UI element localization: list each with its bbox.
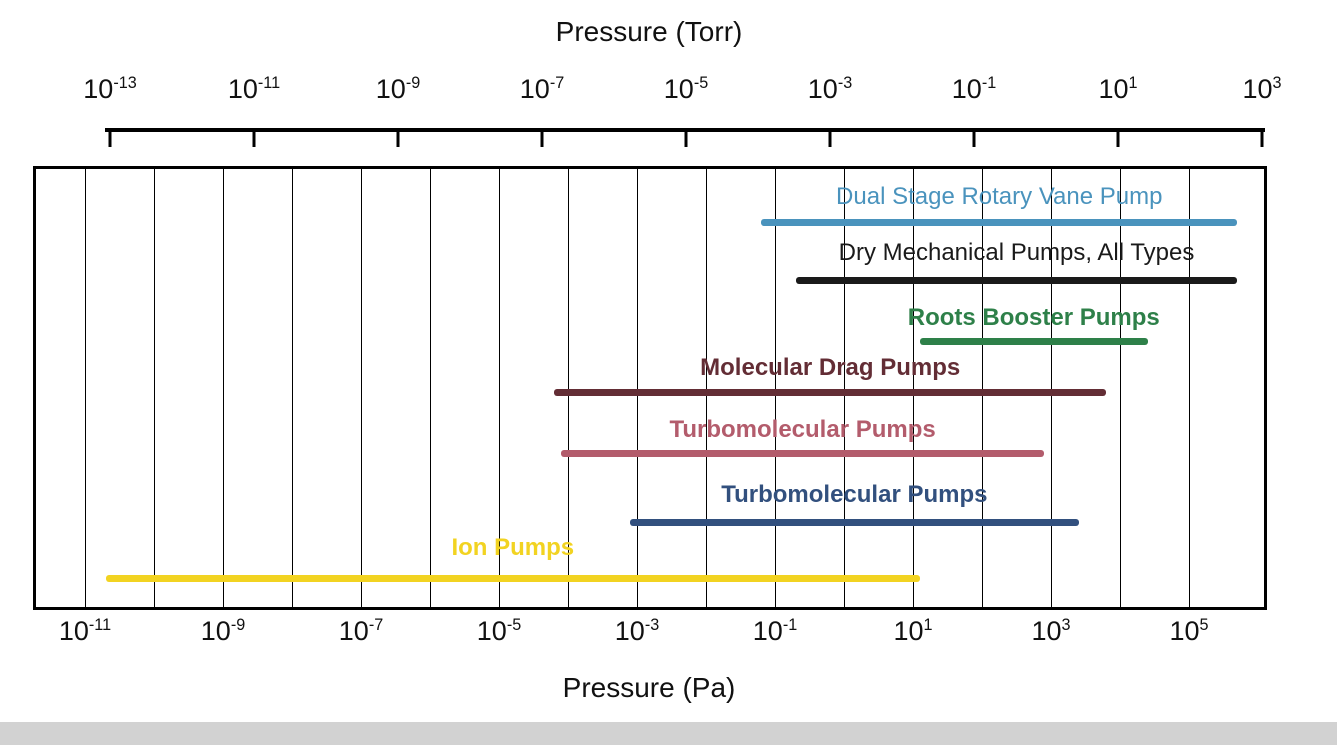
exponent: -3 [644,616,660,634]
gridline-1e1pa [913,169,914,607]
top-axis-title: Pressure (Torr) [555,16,743,47]
top-axis-tick [1260,128,1264,147]
pump-range-bar [919,337,1148,345]
bottom-axis-tick-label: 10-7 [338,616,384,646]
bottom-axis-title: Pressure (Pa) [562,672,736,703]
bottom-axis-tick-label: 10-11 [58,616,112,646]
gridline-1e-6pa [430,169,431,607]
gridline-1e3pa [1051,169,1052,607]
top-axis-tick-label: 10-11 [227,74,281,104]
pump-name-label: Dry Mechanical Pumps, All Types [838,238,1195,266]
bottom-axis-tick-label: 10-3 [614,616,660,646]
window-bottom-strip [0,722,1337,745]
pump-name-label: Turbomolecular Pumps [669,415,936,443]
gridline-1e-9pa [223,169,224,607]
exponent: -7 [549,74,565,92]
top-axis-tick [1116,128,1120,147]
gridline-1e-3pa [637,169,638,607]
top-axis-tick [108,128,112,147]
gridline-1e4pa [1120,169,1121,607]
top-axis-tick [828,128,832,147]
top-axis-tick [540,128,544,147]
gridline-1e-11pa [85,169,86,607]
exponent: 3 [1272,74,1282,92]
pump-name-label: Dual Stage Rotary Vane Pump [836,182,1163,210]
gridline-1e-8pa [292,169,293,607]
top-axis-tick-label: 10-7 [519,74,565,104]
plot-area-border [33,166,1267,610]
pump-name-label: Molecular Drag Pumps [700,353,961,381]
exponent: 1 [923,616,933,634]
top-axis-tick-label: 103 [1242,74,1282,104]
exponent: 3 [1061,616,1071,634]
bottom-axis-tick-label: 10-1 [752,616,798,646]
top-axis-tick [252,128,256,147]
top-axis-tick-label: 10-9 [375,74,421,104]
bottom-axis-tick-label: 101 [893,616,933,646]
exponent: 1 [1128,74,1138,92]
exponent: -9 [230,616,246,634]
bottom-axis-tick-label: 103 [1031,616,1071,646]
top-axis-tick-label: 10-5 [663,74,709,104]
pump-range-bar [561,449,1045,457]
pump-name-label: Turbomolecular Pumps [721,480,988,508]
bottom-axis-tick-label: 10-9 [200,616,246,646]
gridline-1e-4pa [568,169,569,607]
top-axis-tick-label: 10-3 [807,74,853,104]
gridline-1e-2pa [706,169,707,607]
exponent: -1 [782,616,798,634]
gridline-1e0pa [844,169,845,607]
pump-range-bar [630,518,1079,526]
exponent: -5 [506,616,522,634]
gridline-1e-7pa [361,169,362,607]
bottom-axis-tick-label: 10-5 [476,616,522,646]
exponent: -13 [113,74,137,92]
top-axis-tick-label: 10-13 [83,74,137,104]
bottom-axis-tick-label: 105 [1169,616,1209,646]
top-axis-tick [684,128,688,147]
gridline-1e-1pa [775,169,776,607]
exponent: -9 [405,74,421,92]
top-axis-tick-label: 101 [1098,74,1138,104]
exponent: 5 [1199,616,1209,634]
pump-range-bar [795,276,1238,284]
pump-name-label: Ion Pumps [451,533,575,561]
exponent: -11 [88,616,112,634]
exponent: -7 [368,616,384,634]
top-axis-tick [972,128,976,147]
exponent: -3 [837,74,853,92]
exponent: -11 [257,74,281,92]
gridline-1e-5pa [499,169,500,607]
pump-range-bar [761,218,1238,226]
top-axis-tick-label: 10-1 [951,74,997,104]
gridline-1e-10pa [154,169,155,607]
exponent: -5 [693,74,709,92]
gridline-1e5pa [1189,169,1190,607]
pump-range-bar [554,388,1107,396]
gridline-1e2pa [982,169,983,607]
top-axis-tick [396,128,400,147]
exponent: -1 [981,74,997,92]
pump-range-bar [105,574,920,582]
pump-name-label: Roots Booster Pumps [907,303,1160,331]
